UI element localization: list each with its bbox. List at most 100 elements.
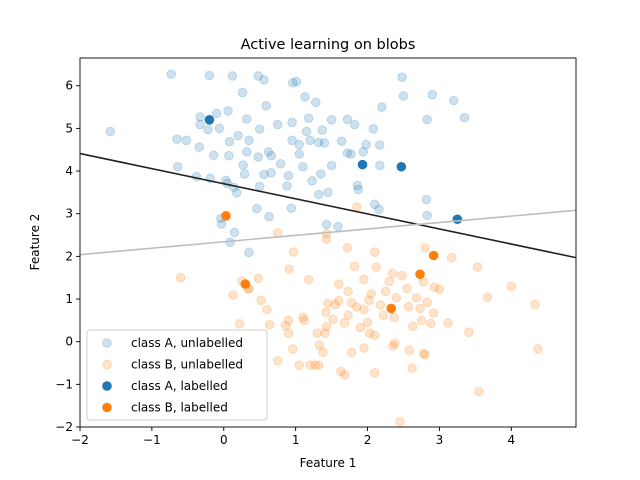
legend-label: class A, unlabelled [131,336,243,350]
data-point [283,328,294,338]
y-tick-label: −2 [55,420,73,434]
data-point [211,108,222,119]
data-point [415,303,425,314]
data-point [203,124,213,135]
data-point [291,76,302,87]
legend: class A, unlabelled class B, unlabelled cl… [86,329,268,421]
data-point [208,150,219,161]
data-point [386,303,397,314]
data-point [336,136,347,146]
data-point [369,330,380,341]
data-point [259,74,269,85]
data-point [387,268,398,279]
data-point [402,283,412,294]
data-point [506,281,517,292]
data-point [351,302,362,312]
x-tick-label: 4 [507,433,515,447]
data-point [449,95,459,106]
data-point [362,317,373,328]
data-point [294,139,305,150]
data-point [284,264,294,274]
data-point [374,160,385,171]
data-point [253,71,264,81]
data-point [346,298,357,308]
x-axis-label: Feature 1 [300,456,357,470]
data-point [371,262,381,272]
x-tick-label: −1 [143,433,161,447]
axes-frame [79,57,577,428]
data-point [305,360,315,370]
data-point [181,135,192,146]
data-point [313,137,324,148]
data-point [312,328,323,338]
data-point [411,292,422,303]
data-point [459,112,470,123]
data-point [303,113,314,123]
data-point [358,147,369,157]
data-point [425,318,436,329]
y-tick-label: −1 [55,377,73,391]
data-point [204,70,215,81]
data-point [377,102,387,112]
data-point [533,344,543,354]
x-tick-label: −2 [71,433,89,447]
data-point [166,69,177,80]
data-point [228,290,238,300]
data-point [396,161,407,172]
data-point [238,160,248,170]
data-point [359,343,369,353]
data-point [368,124,379,134]
data-point [214,123,225,134]
data-point [204,115,215,125]
data-point [259,169,269,180]
data-point [241,114,252,124]
data-point [397,270,407,281]
data-point [283,170,294,181]
data-point [254,124,265,135]
data-point [288,247,299,257]
data-point [420,243,430,253]
data-point [321,219,332,230]
data-point [310,97,321,108]
data-point [195,112,205,122]
data-point [352,180,363,191]
data-point [343,286,353,297]
data-point [323,298,333,309]
data-point [472,262,483,272]
data-point [384,276,394,287]
data-point [328,314,338,325]
data-point [366,289,376,299]
data-point [195,119,205,130]
data-point [262,304,272,315]
data-point [420,349,430,360]
data-point [221,211,231,221]
data-point [272,119,283,130]
data-point [301,126,312,137]
data-point [320,328,330,338]
data-point [364,295,374,306]
x-tick-label: 1 [292,433,300,447]
axes: −2 −1 0 1 2 3 4 −2 −1 0 1 2 3 4 5 6 [55,57,577,447]
data-point [403,301,414,312]
data-point [261,100,271,111]
data-point [398,91,409,101]
data-point [343,310,353,321]
data-point [380,286,391,297]
data-point [223,106,233,116]
data-point [391,292,402,303]
data-point [283,315,294,326]
data-point [305,135,315,146]
x-tick-label: 0 [220,433,228,447]
data-point [264,319,275,330]
data-point [326,160,337,171]
data-point [422,114,433,125]
data-point [300,92,310,102]
data-point [254,181,265,192]
data-point [355,322,366,333]
data-point [364,328,375,338]
data-point [287,344,298,354]
data-point [374,140,385,150]
data-point [407,363,417,373]
y-tick-label: 2 [65,249,73,263]
data-point [389,312,399,323]
